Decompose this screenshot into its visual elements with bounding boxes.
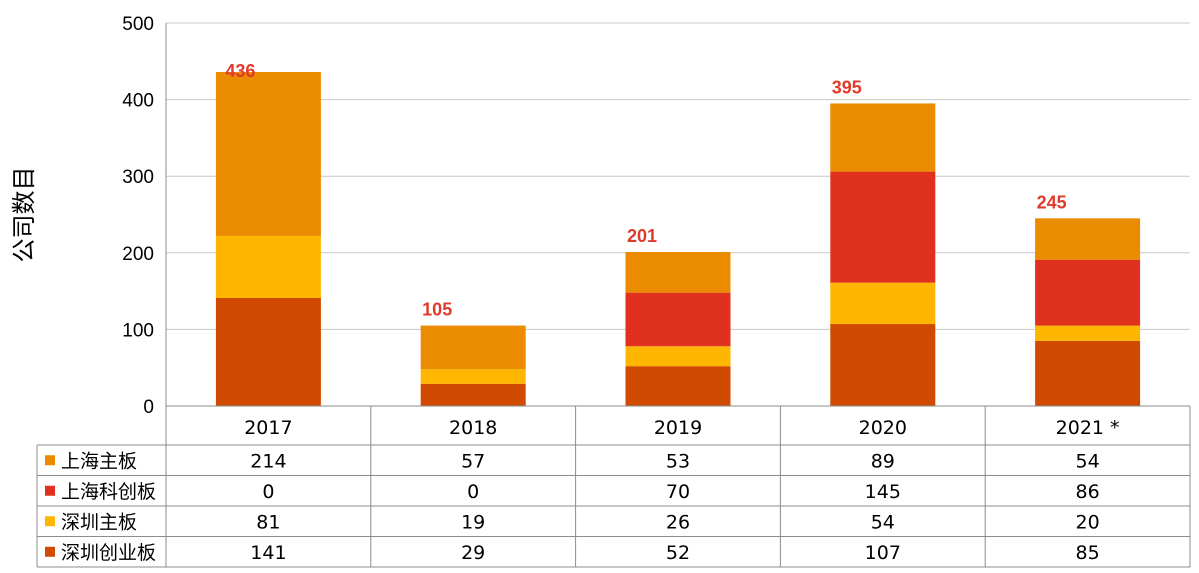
legend-label: 深圳主板 xyxy=(61,511,137,533)
y-tick-label: 0 xyxy=(143,397,154,418)
bar-segment xyxy=(830,282,936,325)
x-category-label: 2021 * xyxy=(1056,417,1120,439)
table-cell-value: 107 xyxy=(865,542,901,564)
bar-segment xyxy=(420,383,526,406)
table-cell-value: 52 xyxy=(666,542,690,564)
y-tick-label: 500 xyxy=(122,14,154,35)
table-cell-value: 214 xyxy=(250,450,286,472)
table-cell-value: 0 xyxy=(262,481,274,503)
table-cell-value: 85 xyxy=(1076,542,1100,564)
table-cell-value: 20 xyxy=(1076,511,1100,533)
legend-swatch xyxy=(45,516,55,527)
bar-total-label: 436 xyxy=(225,61,255,81)
bar-segment xyxy=(830,171,936,283)
legend-label: 上海主板 xyxy=(61,450,137,472)
table-cell-value: 0 xyxy=(467,481,479,503)
y-tick-label: 400 xyxy=(122,91,154,112)
table-cell-value: 53 xyxy=(666,450,690,472)
legend-swatch xyxy=(45,546,55,557)
table-cell-value: 70 xyxy=(666,481,690,503)
legend-label: 深圳创业板 xyxy=(61,542,156,564)
bar-segment xyxy=(420,369,526,384)
bar-segment xyxy=(215,235,321,298)
x-category-label: 2017 xyxy=(244,417,292,439)
bar-segment xyxy=(625,292,731,347)
table-cell-value: 29 xyxy=(461,542,485,564)
legend-swatch xyxy=(45,455,55,466)
table-cell-value: 141 xyxy=(250,542,286,564)
table-cell-value: 89 xyxy=(871,450,895,472)
x-category-label: 2019 xyxy=(654,417,702,439)
bar-segment xyxy=(1035,218,1141,260)
bar-total-label: 395 xyxy=(832,77,862,97)
bar-segment xyxy=(215,72,321,236)
y-tick-label: 200 xyxy=(122,244,154,265)
bar-segment xyxy=(1035,259,1141,326)
table-cell-value: 19 xyxy=(461,511,485,533)
bar-total-label: 105 xyxy=(422,300,452,320)
table-cell-value: 26 xyxy=(666,511,690,533)
legend-swatch xyxy=(45,485,55,496)
x-category-label: 2020 xyxy=(859,417,907,439)
bar-segment xyxy=(625,252,731,293)
table-cell-value: 86 xyxy=(1076,481,1100,503)
y-tick-label: 100 xyxy=(122,320,154,341)
bar-segment xyxy=(830,324,936,406)
y-axis-title: 公司数目 xyxy=(10,167,38,263)
bar-segment xyxy=(1035,340,1141,406)
legend-label: 上海科创板 xyxy=(61,481,156,503)
bar-total-label: 201 xyxy=(627,226,657,246)
table-cell-value: 81 xyxy=(256,511,280,533)
bar-segment xyxy=(830,103,936,172)
table-cell-value: 57 xyxy=(461,450,485,472)
table-cell-value: 54 xyxy=(1076,450,1100,472)
table-cell-value: 145 xyxy=(865,481,901,503)
y-tick-label: 300 xyxy=(122,167,154,188)
bar-segment xyxy=(420,325,526,370)
x-category-label: 2018 xyxy=(449,417,497,439)
bar-segment xyxy=(625,346,731,367)
bar-segment xyxy=(1035,325,1141,341)
bar-segment xyxy=(625,366,731,406)
bar-segment xyxy=(215,297,321,406)
table-cell-value: 54 xyxy=(871,511,895,533)
bar-total-label: 245 xyxy=(1037,192,1067,212)
